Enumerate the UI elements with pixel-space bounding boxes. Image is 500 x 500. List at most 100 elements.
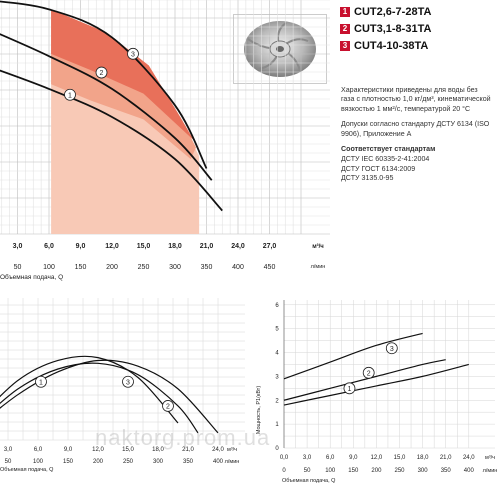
x-tick-lmin: 250 — [394, 468, 405, 474]
x-tick-m3h: 15,0 — [137, 243, 151, 250]
eff-grid — [0, 298, 245, 441]
x-tick-m3h: 24,0 — [231, 243, 245, 250]
x-tick-lmin: 0 — [282, 468, 286, 474]
x-unit-lmin: л/мин — [225, 459, 240, 465]
power-curve-1 — [283, 363, 469, 406]
x-tick-m3h: 0,0 — [280, 455, 289, 461]
head-labels: 1 2 3 — [64, 47, 139, 101]
x-tick-lmin: 50 — [14, 264, 22, 271]
efficiency-curve-2 — [0, 362, 199, 434]
x-tick-m3h: 21,0 — [182, 447, 194, 453]
curve-label-marker — [122, 375, 134, 388]
curve-label: 2 — [166, 404, 170, 411]
x-tick-m3h: 6,0 — [44, 243, 54, 250]
head-curve-3 — [0, 0, 208, 169]
x-tick-lmin: 150 — [75, 264, 87, 271]
legend-badge: 2 — [340, 24, 350, 34]
x-tick-m3h: 24,0 — [463, 455, 475, 461]
standard-item: ДСТУ IEC 60335-2-41:2004 — [341, 155, 430, 164]
power-curve-3 — [283, 332, 423, 380]
x-tick-m3h: 9,0 — [349, 455, 358, 461]
curve-label: 1 — [39, 379, 43, 386]
x-tick-lmin: 200 — [106, 264, 118, 271]
x-tick-lmin: 250 — [138, 264, 150, 271]
x-tick-m3h: 24,0 — [212, 447, 224, 453]
head-curve-1 — [0, 69, 223, 212]
x-unit-lmin: л/мин — [483, 468, 498, 474]
power-curve-2 — [283, 359, 446, 401]
pow-curves — [283, 332, 469, 406]
pow-labels: 1 2 3 — [343, 342, 398, 395]
y-tick: 6 — [275, 303, 279, 309]
notes: Характеристики приведены для воды без га… — [341, 86, 491, 184]
y-tick: 3 — [275, 374, 279, 380]
curve-label: 1 — [347, 386, 351, 393]
x-unit-m3h: м³/ч — [485, 455, 495, 461]
x-tick-lmin: 200 — [93, 459, 104, 465]
head-chart: 1 2 3 3,0 6,0 9,0 12,0 15,0 18,0 21,0 24,0 27,0 м³/… — [0, 0, 330, 281]
standard-item: ДСТУ ГОСТ 6134:2009 — [341, 164, 416, 173]
curve-label: 1 — [68, 92, 72, 99]
x-tick-lmin: 400 — [213, 459, 224, 465]
x-tick-lmin: 250 — [123, 459, 134, 465]
legend-item-2: 2 CUT3,1-8-31TA — [340, 21, 500, 37]
x-tick-m3h: 6,0 — [34, 447, 43, 453]
curve-label-marker — [35, 375, 47, 388]
legend-model: CUT2,6-7-28TA — [354, 6, 432, 18]
x-tick-m3h: 15,0 — [394, 455, 406, 461]
x-tick-lmin: 150 — [348, 468, 359, 474]
watermark: naktorg.prom.ua — [95, 425, 271, 450]
head-curves — [0, 0, 223, 212]
x-tick-lmin: 100 — [325, 468, 336, 474]
x-tick-m3h: 18,0 — [152, 447, 164, 453]
efficiency-chart: 1 3 2 3,0 6,0 9,0 12,0 15,0 18,0 21,0 24,0 м³/ч 50 1… — [0, 298, 245, 473]
x-tick-m3h: 27,0 — [263, 243, 277, 250]
x-tick-m3h: 15,0 — [122, 447, 134, 453]
legend: 1 CUT2,6-7-28TA 2 CUT3,1-8-31TA 3 CUT4-1… — [340, 4, 500, 55]
notes-standards-title: Соответствует стандартам — [341, 145, 436, 154]
x-tick-m3h: 12,0 — [105, 243, 119, 250]
efficiency-curve-1 — [0, 359, 219, 434]
head-axis: 3,0 6,0 9,0 12,0 15,0 18,0 21,0 24,0 27,0 м³/ч 50 1… — [0, 243, 325, 281]
curve-label: 2 — [100, 70, 104, 77]
curve-label-marker — [362, 366, 375, 379]
x-tick-lmin: 300 — [418, 468, 429, 474]
x-tick-lmin: 50 — [5, 459, 12, 465]
y-tick: 4 — [275, 351, 279, 357]
legend-badge: 1 — [340, 7, 350, 17]
x-axis-label: Объемная подача, Q — [0, 273, 63, 281]
x-tick-lmin: 50 — [304, 468, 311, 474]
eff-axis: 3,0 6,0 9,0 12,0 15,0 18,0 21,0 24,0 м³/ч 50 100 15… — [0, 447, 239, 473]
x-tick-lmin: 400 — [232, 264, 244, 271]
curve-label: 3 — [390, 346, 394, 353]
eff-curves — [0, 355, 219, 434]
y-tick: 5 — [275, 327, 279, 333]
x-tick-m3h: 18,0 — [168, 243, 182, 250]
head-curve-2 — [0, 33, 213, 181]
x-tick-m3h: 18,0 — [417, 455, 429, 461]
legend-model: CUT4-10-38TA — [354, 40, 429, 52]
x-tick-lmin: 300 — [169, 264, 181, 271]
y-tick: 1 — [275, 422, 279, 428]
curve-label-marker — [162, 400, 174, 412]
x-axis-label: Объемная подача, Q — [282, 478, 336, 484]
efficiency-curve-3 — [0, 355, 179, 424]
x-tick-m3h: 3,0 — [303, 455, 312, 461]
x-tick-lmin: 350 — [201, 264, 213, 271]
y-tick: 2 — [275, 398, 279, 404]
y-axis-label: Мощность, P1(кВт) — [256, 386, 262, 434]
legend-item-3: 3 CUT4-10-38TA — [340, 38, 500, 54]
x-tick-m3h: 3,0 — [4, 447, 13, 453]
x-unit-lmin: л/мин — [311, 264, 326, 270]
x-tick-lmin: 300 — [153, 459, 164, 465]
head-zones — [51, 9, 200, 234]
x-tick-lmin: 200 — [371, 468, 382, 474]
y-tick: 0 — [275, 446, 279, 452]
curve-label: 2 — [367, 370, 371, 377]
x-axis-label: Объемная подача, Q — [0, 467, 54, 473]
x-tick-m3h: 3,0 — [13, 243, 23, 250]
curve-label-marker — [385, 342, 398, 355]
x-tick-m3h: 9,0 — [64, 447, 73, 453]
legend-item-1: 1 CUT2,6-7-28TA — [340, 4, 500, 20]
x-tick-lmin: 100 — [33, 459, 44, 465]
